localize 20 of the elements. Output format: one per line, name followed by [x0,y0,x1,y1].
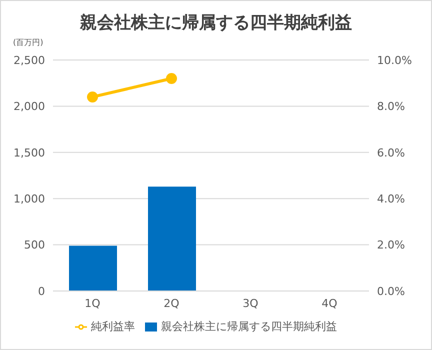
legend-label: 純利益率 [91,320,135,333]
x-tick-label: 1Q [84,296,101,310]
x-tick-label: 3Q [242,296,259,310]
y2-tick-label: 10.0% [377,54,412,67]
y2-tick-label: 4.0% [377,192,405,206]
y-tick-label: 0 [38,284,45,298]
y-axis-title: (百万円) [13,37,44,48]
y-tick-label: 1,000 [14,192,45,206]
y-tick-label: 500 [24,238,45,252]
legend-label: 親会社株主に帰属する四半期純利益 [161,320,337,333]
y2-tick-label: 6.0% [377,146,405,160]
x-tick-label: 4Q [322,296,338,310]
y2-tick-label: 8.0% [377,100,405,114]
chart-title: 親会社株主に帰属する四半期純利益 [78,12,353,34]
y2-tick-label: 2.0% [377,238,405,252]
y-tick-label: 2,000 [14,100,45,114]
x-tick-label: 2Q [164,296,180,310]
y-tick-label: 2,500 [14,54,45,67]
y-tick-label: 1,500 [14,146,45,160]
y2-tick-label: 0.0% [377,284,405,298]
